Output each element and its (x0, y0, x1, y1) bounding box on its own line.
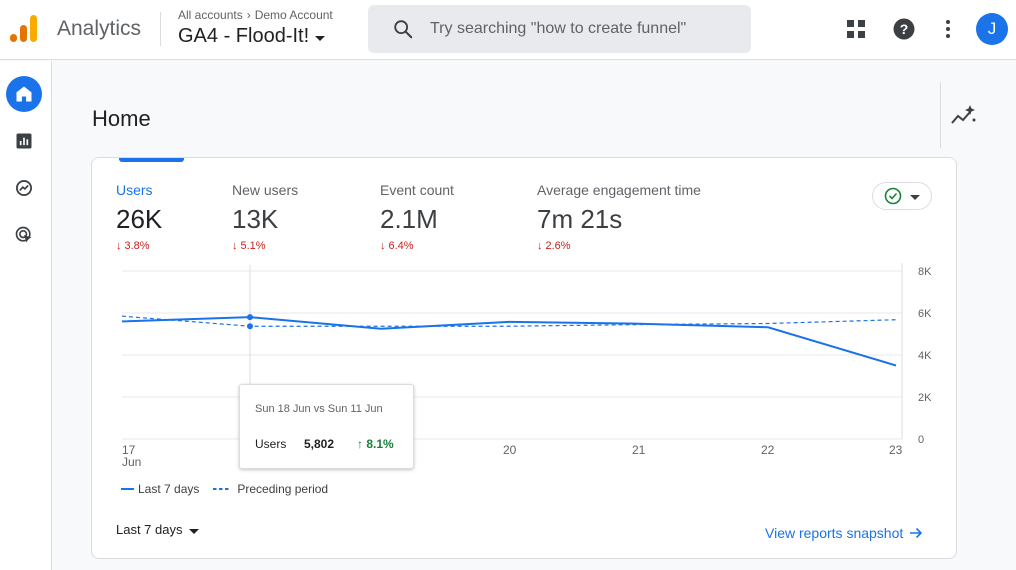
overview-card: Users 26K ↓ 3.8% New users 13K ↓ 5.1% Even… (91, 157, 957, 559)
x-tick-label: 23 (889, 443, 903, 457)
arrow-down-icon: ↓ (537, 240, 543, 252)
y-tick-label: 6K (918, 308, 932, 320)
more-vert-icon[interactable] (936, 17, 960, 41)
tooltip-metric: Users (255, 437, 287, 451)
y-tick-label: 2K (918, 392, 932, 404)
x-tick-month-label: Jun (122, 455, 141, 469)
insights-sparkle-icon[interactable] (950, 103, 976, 129)
analytics-logo-icon[interactable] (10, 14, 38, 44)
view-reports-snapshot-link[interactable]: View reports snapshot (765, 525, 923, 541)
arrow-right-icon (910, 527, 923, 539)
metric-label: New users (232, 182, 299, 198)
check-circle-icon (884, 187, 902, 205)
users-line-chart[interactable]: 8K 6K 4K 2K 0 17 20 21 22 23 Jun (92, 158, 957, 478)
left-nav (0, 61, 52, 570)
nav-home[interactable] (6, 76, 42, 112)
home-icon (16, 86, 32, 102)
delta-value: 6.4% (388, 240, 414, 252)
metric-value: 13K (232, 204, 279, 234)
help-icon[interactable]: ? (892, 17, 916, 41)
y-tick-label: 8K (918, 266, 932, 278)
delta-value: 5.1% (240, 240, 266, 252)
caret-down-icon (188, 528, 199, 534)
link-label: View reports snapshot (765, 525, 904, 541)
apps-grid-icon[interactable] (844, 17, 868, 41)
metric-users[interactable]: Users 26K ↓ 3.8% (116, 182, 162, 252)
active-tab-indicator (119, 158, 184, 162)
legend-previous: Preceding period (237, 482, 329, 496)
data-point (247, 314, 253, 321)
series-line-current (121, 316, 897, 367)
data-point (247, 323, 253, 330)
metric-engagement-time[interactable]: Average engagement time 7m 21s ↓ 2.6% (537, 182, 701, 252)
divider (940, 82, 941, 148)
tooltip-date: Sun 18 Jun vs Sun 11 Jun (255, 403, 383, 415)
tooltip-delta: ↑ 8.1% (357, 437, 394, 451)
x-tick-label: 20 (503, 443, 517, 457)
advertising-icon (15, 226, 32, 243)
x-tick-label: 21 (632, 443, 646, 457)
property-selector[interactable]: GA4 - Flood-It! (178, 25, 326, 48)
arrow-down-icon: ↓ (116, 240, 122, 252)
divider (160, 12, 161, 46)
metric-event-count[interactable]: Event count 2.1M ↓ 6.4% (380, 182, 454, 252)
search-icon (394, 20, 413, 39)
metric-delta: ↓ 5.1% (232, 240, 298, 252)
bar-chart-icon (16, 133, 32, 149)
comparison-toggle-button[interactable] (872, 182, 932, 210)
chart-legend: Last 7 days Preceding period (121, 482, 328, 496)
arrow-down-icon: ↓ (232, 240, 238, 252)
metric-delta: ↓ 6.4% (380, 240, 454, 252)
avatar[interactable]: J (976, 13, 1008, 45)
nav-explore[interactable] (6, 170, 42, 206)
metric-label: Event count (380, 182, 454, 198)
x-tick-label: 22 (761, 443, 775, 457)
nav-advertising[interactable] (6, 217, 42, 253)
chart-tooltip: Sun 18 Jun vs Sun 11 Jun Users 5,802 ↑ 8… (239, 384, 414, 469)
metric-new-users[interactable]: New users 13K ↓ 5.1% (232, 182, 298, 252)
date-range-label: Last 7 days (116, 522, 183, 537)
breadcrumb[interactable]: All accounts › Demo Account (178, 8, 333, 22)
metric-delta: ↓ 2.6% (537, 240, 701, 252)
delta-value: 2.6% (545, 240, 571, 252)
metric-value: 2.1M (380, 204, 438, 234)
metric-value: 26K (116, 204, 163, 234)
caret-down-icon (910, 195, 920, 200)
breadcrumb-all-accounts[interactable]: All accounts (178, 8, 243, 22)
page-title: Home (92, 106, 151, 131)
metric-label: Users (116, 182, 153, 198)
breadcrumb-account[interactable]: Demo Account (254, 8, 333, 22)
chevron-right-icon: › (246, 8, 251, 22)
app-name: Analytics (57, 17, 142, 40)
metric-value: 7m 21s (537, 204, 623, 234)
delta-value: 3.8% (124, 240, 150, 252)
search-input[interactable] (430, 20, 730, 38)
caret-down-icon (315, 35, 326, 41)
tooltip-delta-value: 8.1% (366, 437, 394, 451)
search-bar[interactable] (368, 5, 751, 53)
top-bar: Analytics All accounts › Demo Account GA… (0, 0, 1016, 60)
property-name: GA4 - Flood-It! (178, 25, 310, 47)
y-tick-label: 4K (918, 350, 932, 362)
legend-current: Last 7 days (138, 482, 200, 496)
y-tick-label: 0 (918, 434, 924, 446)
svg-text:?: ? (900, 21, 909, 37)
metric-label: Average engagement time (537, 182, 701, 198)
date-range-selector[interactable]: Last 7 days (116, 522, 199, 537)
arrow-up-icon: ↑ (357, 437, 367, 451)
x-tick-label: 17 (122, 443, 136, 457)
metric-delta: ↓ 3.8% (116, 240, 162, 252)
nav-reports[interactable] (6, 123, 42, 159)
arrow-down-icon: ↓ (380, 240, 386, 252)
explore-icon (16, 180, 32, 196)
legend-solid-swatch (121, 488, 134, 490)
tooltip-value: 5,802 (304, 437, 335, 451)
legend-dashed-swatch (213, 488, 232, 490)
